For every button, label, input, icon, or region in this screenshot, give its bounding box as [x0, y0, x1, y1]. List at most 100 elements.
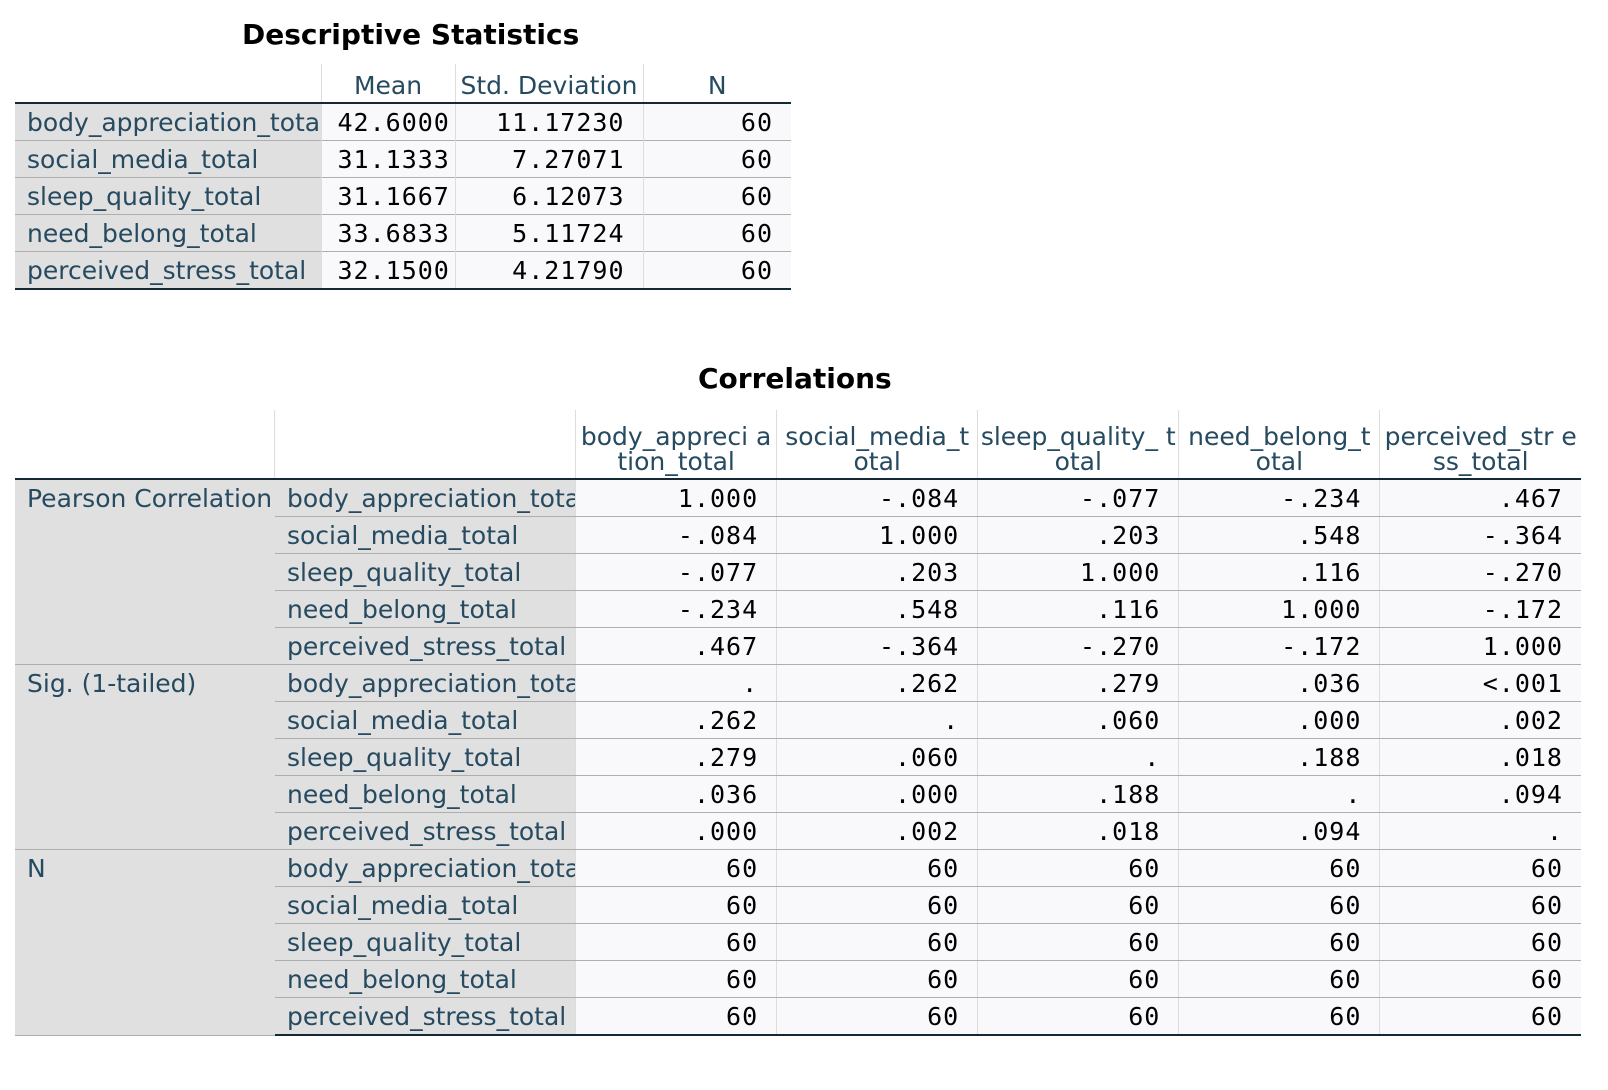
- cell-value: -.234: [575, 590, 777, 628]
- descriptive-statistics-title: Descriptive Statistics: [242, 18, 580, 51]
- cell-value: .203: [977, 516, 1179, 554]
- row-label: body_appreciation_total: [274, 664, 576, 702]
- cell-value: 60: [1379, 960, 1581, 998]
- table-row: need_belong_total 33.6833 5.11724 60: [15, 214, 791, 252]
- table-row: sleep_quality_total 60 60 60 60 60: [15, 923, 1581, 961]
- table-row: sleep_quality_total .279.060. .188.018: [15, 738, 1581, 776]
- header-std-deviation: Std. Deviation: [454, 64, 643, 103]
- cell-value: 60: [1178, 849, 1380, 887]
- cell-value: .116: [1178, 553, 1380, 591]
- descriptive-statistics-table: Mean Std. Deviation N body_appreciation_…: [15, 64, 791, 290]
- cell-value: .002: [776, 812, 978, 850]
- cell-value: .036: [575, 775, 777, 813]
- row-label: sleep_quality_total: [274, 923, 576, 961]
- table-row: sleep_quality_total -.077.203 1.000.116 -.2…: [15, 553, 1581, 591]
- table-row: social_media_total 60 60 60 60 60: [15, 886, 1581, 924]
- correlations-table: body_appreci ation_total social_media_t …: [15, 410, 1581, 1036]
- cell-value: .094: [1379, 775, 1581, 813]
- cell-value: -.077: [977, 479, 1179, 517]
- cell-value: 60: [776, 849, 978, 887]
- table-row: perceived_stress_total 60 60 60 60 60: [15, 997, 1581, 1036]
- cell-value: 60: [1178, 997, 1380, 1036]
- header-body-appreciation-total: body_appreci ation_total: [575, 410, 777, 479]
- cell-value: .548: [776, 590, 978, 628]
- cell-value: 60: [575, 997, 777, 1036]
- row-label: body_appreciation_total: [274, 849, 576, 887]
- cell-value: .188: [1178, 738, 1380, 776]
- cell-value: 60: [1178, 886, 1380, 924]
- cell-value: 60: [575, 886, 777, 924]
- cell-value: .262: [575, 701, 777, 739]
- cell-value: 1.000: [776, 516, 978, 554]
- std-deviation-value: 7.27071: [454, 140, 643, 178]
- cell-value: .: [776, 701, 978, 739]
- cell-value: 60: [977, 960, 1179, 998]
- row-label: perceived_stress_total: [15, 251, 321, 289]
- table-header-row: body_appreci ation_total social_media_t …: [15, 410, 1581, 479]
- cell-value: 60: [1379, 923, 1581, 961]
- table-row: need_belong_total .036.000.188. .094: [15, 775, 1581, 813]
- row-label: body_appreciation_total: [15, 103, 321, 141]
- cell-value: .188: [977, 775, 1179, 813]
- cell-value: -.234: [1178, 479, 1380, 517]
- row-label: body_appreciation_total: [274, 479, 576, 517]
- cell-value: .000: [776, 775, 978, 813]
- cell-value: 60: [575, 960, 777, 998]
- cell-value: .279: [977, 664, 1179, 702]
- cell-value: .018: [977, 812, 1179, 850]
- cell-value: .467: [1379, 479, 1581, 517]
- mean-value: 31.1333: [320, 140, 455, 178]
- cell-value: .018: [1379, 738, 1581, 776]
- table-header-row: Mean Std. Deviation N: [15, 64, 791, 103]
- correlations-title: Correlations: [698, 362, 892, 395]
- header-perceived-stress-total: perceived_str ess_total: [1379, 410, 1581, 479]
- cell-value: -.084: [776, 479, 978, 517]
- row-label: need_belong_total: [274, 590, 576, 628]
- row-label: perceived_stress_total: [274, 627, 576, 665]
- row-label: perceived_stress_total: [274, 812, 576, 850]
- cell-value: .: [1178, 775, 1380, 813]
- cell-value: 60: [977, 923, 1179, 961]
- cell-value: -.270: [977, 627, 1179, 665]
- row-label: need_belong_total: [274, 960, 576, 998]
- cell-value: 1.000: [575, 479, 777, 517]
- cell-value: -.084: [575, 516, 777, 554]
- cell-value: .: [1379, 812, 1581, 850]
- cell-value: -.077: [575, 553, 777, 591]
- header-social-media-total: social_media_t otal: [776, 410, 978, 479]
- row-label: social_media_total: [274, 886, 576, 924]
- group-label: N: [15, 849, 275, 1036]
- mean-value: 33.6833: [320, 214, 455, 252]
- cell-value: .036: [1178, 664, 1380, 702]
- n-value: 60: [642, 177, 791, 215]
- table-row: perceived_stress_total 32.1500 4.21790 60: [15, 251, 791, 289]
- row-label: need_belong_total: [274, 775, 576, 813]
- header-corner-2: [274, 410, 576, 479]
- table-row: perceived_stress_total .467 -.364 -.270 -.17…: [15, 627, 1581, 665]
- row-label: sleep_quality_total: [274, 738, 576, 776]
- table-row: Pearson Correlation body_appreciation_tot…: [15, 479, 1581, 665]
- n-value: 60: [642, 251, 791, 289]
- cell-value: 1.000: [1178, 590, 1380, 628]
- cell-value: 60: [776, 886, 978, 924]
- row-label: sleep_quality_total: [15, 177, 321, 215]
- header-corner: [15, 410, 275, 479]
- n-value: 60: [642, 103, 791, 141]
- table-row: sleep_quality_total 31.1667 6.12073 60: [15, 177, 791, 215]
- cell-value: .548: [1178, 516, 1380, 554]
- group-label: Sig. (1-tailed): [15, 664, 275, 850]
- table-row: body_appreciation_total 42.6000 11.17230 60: [15, 103, 791, 141]
- header-need-belong-total: need_belong_t otal: [1178, 410, 1380, 479]
- cell-value: 60: [1379, 997, 1581, 1036]
- header-n: N: [642, 64, 791, 103]
- cell-value: .000: [575, 812, 777, 850]
- cell-value: 60: [977, 997, 1179, 1036]
- cell-value: .467: [575, 627, 777, 665]
- cell-value: .060: [977, 701, 1179, 739]
- cell-value: <.001: [1379, 664, 1581, 702]
- table-row: Sig. (1-tailed) body_appreciation_total..…: [15, 664, 1581, 850]
- cell-value: 60: [1379, 886, 1581, 924]
- cell-value: .: [575, 664, 777, 702]
- header-mean: Mean: [320, 64, 455, 103]
